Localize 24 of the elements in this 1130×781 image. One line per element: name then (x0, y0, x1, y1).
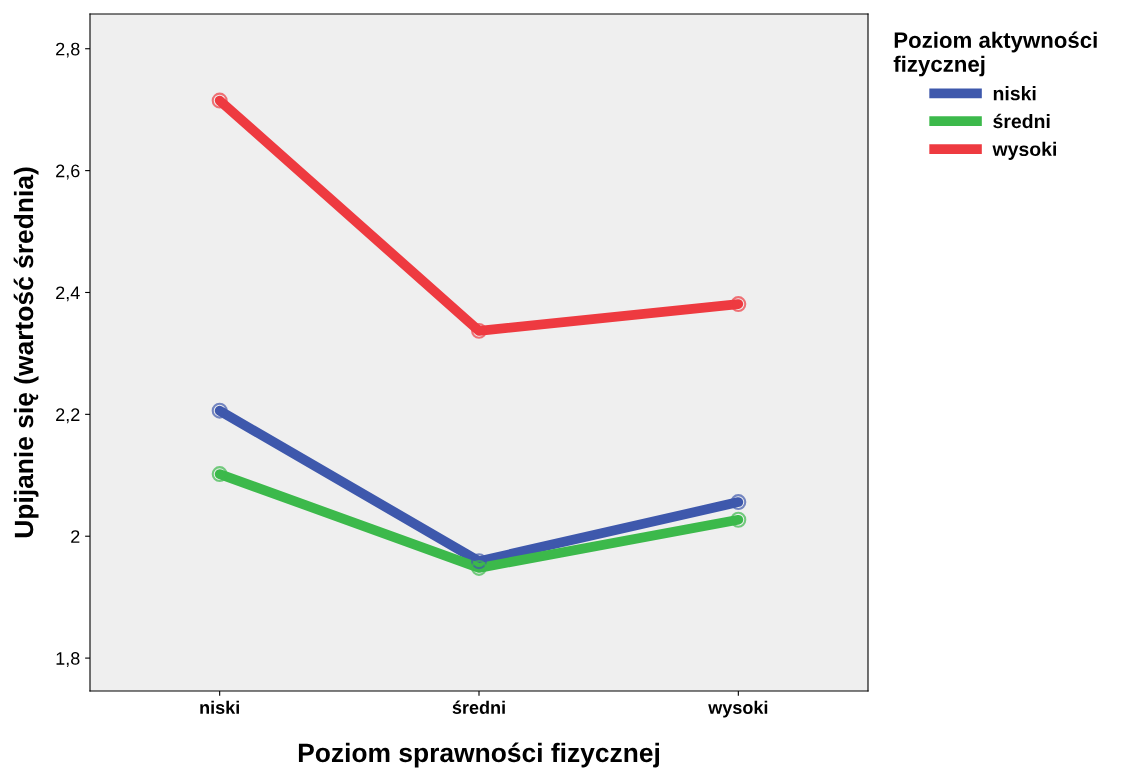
legend-label: wysoki (992, 141, 1056, 160)
y-tick-label: 2,4 (56, 286, 80, 302)
x-tick-label: średni (452, 700, 505, 714)
x-axis-title: Poziom sprawności fizycznej (298, 742, 659, 768)
legend-label: niski (993, 86, 1036, 101)
y-tick-label: 2,2 (56, 408, 80, 424)
y-tick-label: 2 (71, 530, 80, 543)
point (471, 322, 487, 339)
point (730, 494, 747, 511)
point (471, 559, 487, 576)
y-tick-label: 1,8 (56, 652, 80, 667)
legend-title: Poziom aktywności fizycznej (893, 31, 1097, 77)
point (471, 553, 487, 570)
point (730, 511, 747, 528)
point (211, 92, 228, 109)
point (211, 466, 228, 483)
x-tick-label: niski (200, 700, 239, 714)
y-axis-title: Upijanie się (wartość średnia) (13, 167, 39, 538)
point (730, 296, 747, 313)
x-tick-label: wysoki (708, 700, 768, 718)
y-tick-label: 2,8 (56, 42, 80, 58)
legend-label: średni (993, 113, 1050, 129)
y-tick-label: 2,6 (56, 164, 80, 180)
point (211, 402, 228, 419)
